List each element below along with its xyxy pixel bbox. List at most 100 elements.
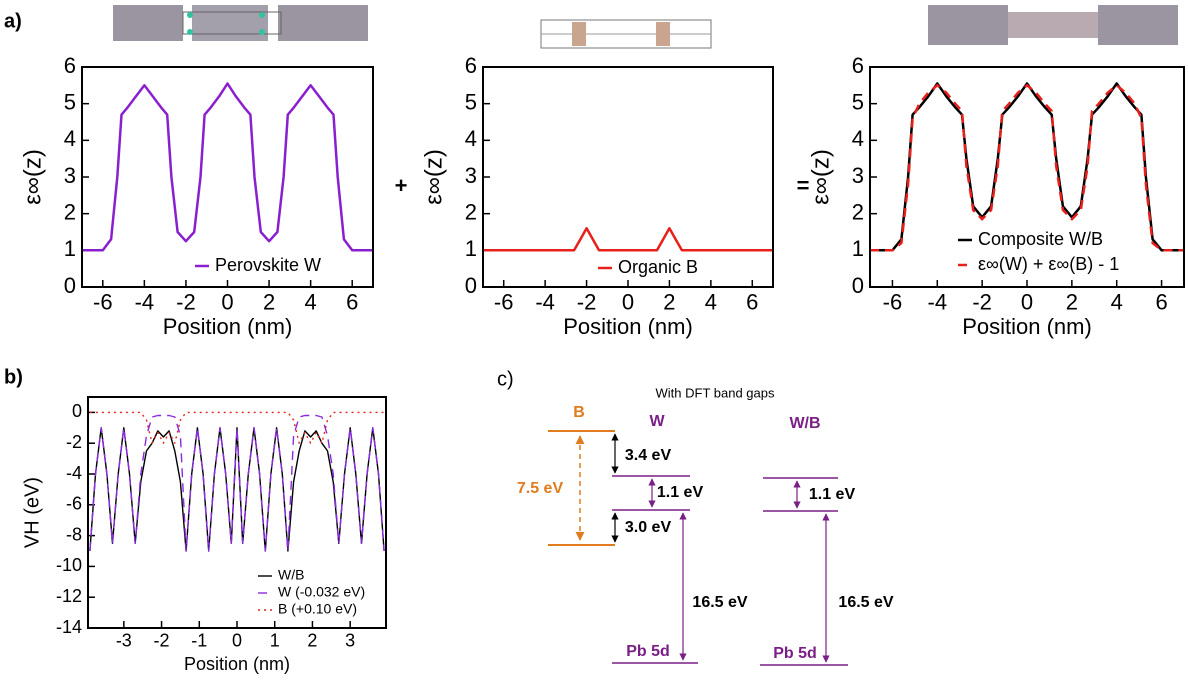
x-tick-label: -2 bbox=[154, 630, 170, 650]
panel-label: a) bbox=[4, 10, 22, 32]
x-axis-label: Position (nm) bbox=[563, 314, 693, 339]
y-tick-label: 6 bbox=[852, 53, 864, 78]
line-series bbox=[870, 82, 1184, 252]
x-tick-label: 4 bbox=[305, 289, 317, 314]
x-axis-label: Position (nm) bbox=[163, 314, 293, 339]
y-tick-label: 4 bbox=[64, 126, 76, 151]
x-tick-label: 0 bbox=[221, 289, 233, 314]
y-axis-label: VH (eV) bbox=[21, 477, 43, 548]
x-tick-label: 3 bbox=[345, 630, 355, 650]
chart: 0 1 2 3 4 5 6 -6 -4 -2 0 2 4 6 Position (nm) ε∞(z) Compo… bbox=[807, 53, 1185, 339]
column-label: W/B bbox=[789, 415, 820, 432]
level-label: Pb 5d bbox=[626, 643, 670, 660]
legend-label: Composite W/B bbox=[978, 229, 1103, 249]
y-axis-label: ε∞(z) bbox=[807, 149, 834, 205]
energy-diagram: With DFT band gaps B W W/B 7.5 eV 3.4 eV… bbox=[517, 385, 894, 666]
x-tick-label: -2 bbox=[176, 289, 196, 314]
x-tick-label: 2 bbox=[663, 289, 675, 314]
x-tick-label: 2 bbox=[1066, 289, 1078, 314]
y-tick-label: 3 bbox=[465, 163, 477, 188]
x-tick-label: 0 bbox=[622, 289, 634, 314]
offset-label: 3.4 eV bbox=[625, 447, 672, 464]
y-tick-label: -2 bbox=[66, 432, 82, 452]
x-tick-label: -6 bbox=[494, 289, 514, 314]
y-tick-label: 6 bbox=[64, 53, 76, 78]
y-tick-label: 2 bbox=[465, 199, 477, 224]
x-tick-label: -6 bbox=[883, 289, 903, 314]
y-tick-label: 3 bbox=[852, 163, 864, 188]
y-tick-label: -10 bbox=[56, 555, 82, 575]
y-tick-label: 3 bbox=[64, 163, 76, 188]
plot-frame bbox=[81, 66, 374, 288]
line-series bbox=[870, 84, 1184, 252]
y-axis-label: ε∞(z) bbox=[19, 149, 46, 205]
x-tick-label: 0 bbox=[232, 630, 242, 650]
y-tick-label: 0 bbox=[64, 273, 76, 298]
operator: + bbox=[395, 173, 408, 198]
x-tick-label: 6 bbox=[346, 289, 358, 314]
x-tick-label: 1 bbox=[270, 630, 280, 650]
y-tick-label: -8 bbox=[66, 524, 82, 544]
x-tick-label: 2 bbox=[307, 630, 317, 650]
x-tick-label: -4 bbox=[535, 289, 555, 314]
legend-label: W (-0.032 eV) bbox=[278, 584, 365, 600]
y-tick-label: -6 bbox=[66, 494, 82, 514]
line-series bbox=[483, 227, 773, 252]
gap-label: 7.5 eV bbox=[517, 480, 564, 497]
y-tick-label: 0 bbox=[852, 273, 864, 298]
gap-label: 1.1 eV bbox=[657, 484, 704, 501]
legend-label: Organic B bbox=[618, 257, 698, 277]
x-tick-label: 6 bbox=[746, 289, 758, 314]
structure-thumbnail bbox=[928, 5, 1178, 45]
plot-frame bbox=[869, 66, 1185, 288]
x-tick-label: -6 bbox=[93, 289, 113, 314]
y-tick-label: -12 bbox=[56, 586, 82, 606]
y-tick-label: 5 bbox=[465, 89, 477, 114]
y-tick-label: -14 bbox=[56, 617, 82, 637]
chart: 0 1 2 3 4 5 6 -6 -4 -2 0 2 4 6 Position (nm) ε∞(z) Organ… bbox=[420, 53, 774, 339]
y-tick-label: 2 bbox=[64, 199, 76, 224]
y-tick-label: 0 bbox=[465, 273, 477, 298]
y-tick-label: 1 bbox=[465, 236, 477, 261]
line-series bbox=[89, 427, 385, 552]
plot-frame bbox=[482, 66, 774, 288]
y-axis-label: ε∞(z) bbox=[420, 149, 447, 205]
x-tick-label: -4 bbox=[928, 289, 948, 314]
operator: = bbox=[797, 173, 810, 198]
level-label: Pb 5d bbox=[773, 645, 817, 662]
x-tick-label: -2 bbox=[972, 289, 992, 314]
gap-label: 1.1 eV bbox=[809, 486, 856, 503]
column-label: W bbox=[649, 413, 665, 430]
y-tick-label: 0 bbox=[72, 401, 82, 421]
y-tick-label: 5 bbox=[64, 89, 76, 114]
y-tick-label: 2 bbox=[852, 199, 864, 224]
x-tick-label: -3 bbox=[116, 630, 132, 650]
y-tick-label: 1 bbox=[852, 236, 864, 261]
diagram-title: With DFT band gaps bbox=[656, 385, 775, 400]
y-tick-label: 1 bbox=[64, 236, 76, 261]
x-tick-label: 6 bbox=[1155, 289, 1167, 314]
legend-label: B (+0.10 eV) bbox=[278, 601, 357, 617]
x-tick-label: 2 bbox=[263, 289, 275, 314]
y-tick-label: 5 bbox=[852, 89, 864, 114]
x-axis-label: Position (nm) bbox=[184, 654, 290, 674]
x-axis-label: Position (nm) bbox=[962, 314, 1092, 339]
panel-label: b) bbox=[4, 366, 23, 388]
y-tick-label: 4 bbox=[465, 126, 477, 151]
y-tick-label: 4 bbox=[852, 126, 864, 151]
x-tick-label: -1 bbox=[191, 630, 207, 650]
y-tick-label: 6 bbox=[465, 53, 477, 78]
plot-frame bbox=[87, 396, 387, 629]
legend-label: ε∞(W) + ε∞(B) - 1 bbox=[978, 254, 1119, 274]
x-tick-label: 4 bbox=[1111, 289, 1123, 314]
legend-label: W/B bbox=[278, 567, 304, 583]
chart: 0 1 2 3 4 5 6 -6 -4 -2 0 2 4 6 Position (nm) ε∞(z) Perov… bbox=[19, 53, 374, 339]
panel-label: c) bbox=[497, 368, 514, 390]
line-series bbox=[89, 414, 385, 552]
y-tick-label: -4 bbox=[66, 463, 82, 483]
structure-thumbnail bbox=[540, 19, 712, 49]
x-tick-label: 4 bbox=[705, 289, 717, 314]
structure-thumbnail bbox=[113, 5, 368, 41]
